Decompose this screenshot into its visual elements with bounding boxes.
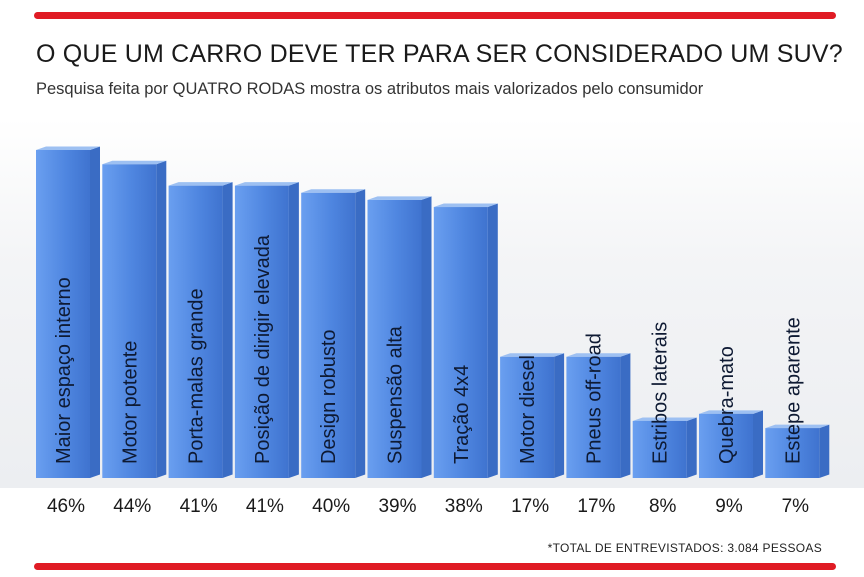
bar-front-face (566, 356, 621, 478)
footnote: *TOTAL DE ENTREVISTADOS: 3.084 PESSOAS (547, 541, 822, 555)
bar-front-face (699, 413, 753, 478)
bar-front-face (234, 185, 289, 479)
bar-top-face (566, 353, 631, 357)
bar-value-label: 40% (312, 496, 350, 517)
bar-front-face (36, 150, 90, 478)
bar-category-label: Motor diesel (517, 355, 539, 464)
bar-value-label: 44% (113, 496, 151, 517)
bar-value-label: 17% (511, 496, 549, 517)
bar-1: Maior espaço interno 46% (36, 146, 100, 517)
bar-top-face (301, 189, 366, 193)
bar-value-label: 41% (180, 496, 218, 517)
bar-side-face (156, 160, 167, 478)
bar-category-label: Suspensão alta (385, 325, 407, 464)
bar-top-face (367, 196, 432, 200)
bar-category-label: Design robusto (318, 329, 340, 464)
bar-value-label: 38% (445, 496, 483, 517)
bar-11: Quebra-mato 9% (699, 346, 763, 517)
bar-side-face (355, 189, 366, 479)
bar-value-label: 39% (378, 496, 416, 517)
bar-top-face (765, 424, 830, 429)
bar-8: Motor diesel 17% (500, 353, 565, 517)
bar-side-face (686, 417, 697, 478)
top-red-rule (34, 12, 836, 19)
bar-top-face (102, 160, 167, 165)
bar-side-face (487, 203, 498, 479)
bar-category-label: Tração 4x4 (451, 365, 473, 464)
bar-top-face (36, 146, 100, 150)
bar-category-label: Motor potente (119, 341, 141, 464)
bar-10: Estribos laterais 8% (632, 322, 697, 517)
bar-3: Porta-malas grande 41% (168, 182, 233, 517)
bar-value-label: 7% (782, 496, 810, 517)
bar-value-label: 9% (715, 496, 743, 517)
bar-side-face (753, 410, 763, 478)
bar-side-face (819, 424, 830, 478)
bar-value-label: 46% (47, 496, 85, 517)
bar-2: Motor potente 44% (102, 160, 167, 517)
bar-top-face (500, 353, 565, 357)
bar-front-face (433, 207, 488, 479)
bar-side-face (421, 196, 432, 479)
bar-5: Design robusto 40% (301, 189, 366, 517)
bar-9: Pneus off-road 17% (566, 333, 631, 517)
bar-category-label: Maior espaço interno (53, 277, 75, 464)
bar-front-face (500, 356, 555, 478)
bar-side-face (554, 353, 565, 478)
bar-category-label: Posição de dirigir elevada (252, 234, 274, 464)
chart-subtitle: Pesquisa feita por QUATRO RODAS mostra o… (36, 80, 704, 98)
bar-category-label: Porta-malas grande (186, 288, 208, 464)
bar-6: Suspensão alta 39% (367, 196, 432, 517)
bar-top-face (632, 417, 697, 421)
bar-value-label: 41% (246, 496, 284, 517)
bar-side-face (222, 182, 233, 479)
bar-front-face (102, 164, 157, 478)
bar-side-face (620, 353, 631, 478)
bar-value-label: 17% (577, 496, 615, 517)
bar-front-face (168, 185, 223, 479)
bar-4: Posição de dirigir elevada 41% (234, 182, 299, 517)
bar-top-face (234, 182, 299, 186)
bar-category-label: Quebra-mato (716, 346, 738, 464)
bar-category-label: Estribos laterais (650, 322, 672, 464)
bar-category-label: Estepe aparente (782, 317, 804, 464)
bar-side-face (90, 146, 100, 478)
bar-value-label: 8% (649, 496, 677, 517)
bar-side-face (288, 182, 299, 479)
bar-front-face (632, 420, 687, 478)
bar-7: Tração 4x4 38% (433, 203, 498, 517)
bar-front-face (765, 428, 820, 478)
bar-front-face (367, 199, 422, 479)
bar-front-face (301, 192, 356, 479)
bar-top-face (699, 410, 763, 414)
bar-top-face (168, 182, 233, 186)
bar-12: Estepe aparente 7% (765, 317, 830, 517)
chart-title: O QUE UM CARRO DEVE TER PARA SER CONSIDE… (36, 40, 843, 68)
bar-top-face (433, 203, 498, 208)
bottom-red-rule (34, 563, 836, 570)
bar-category-label: Pneus off-road (583, 333, 605, 464)
